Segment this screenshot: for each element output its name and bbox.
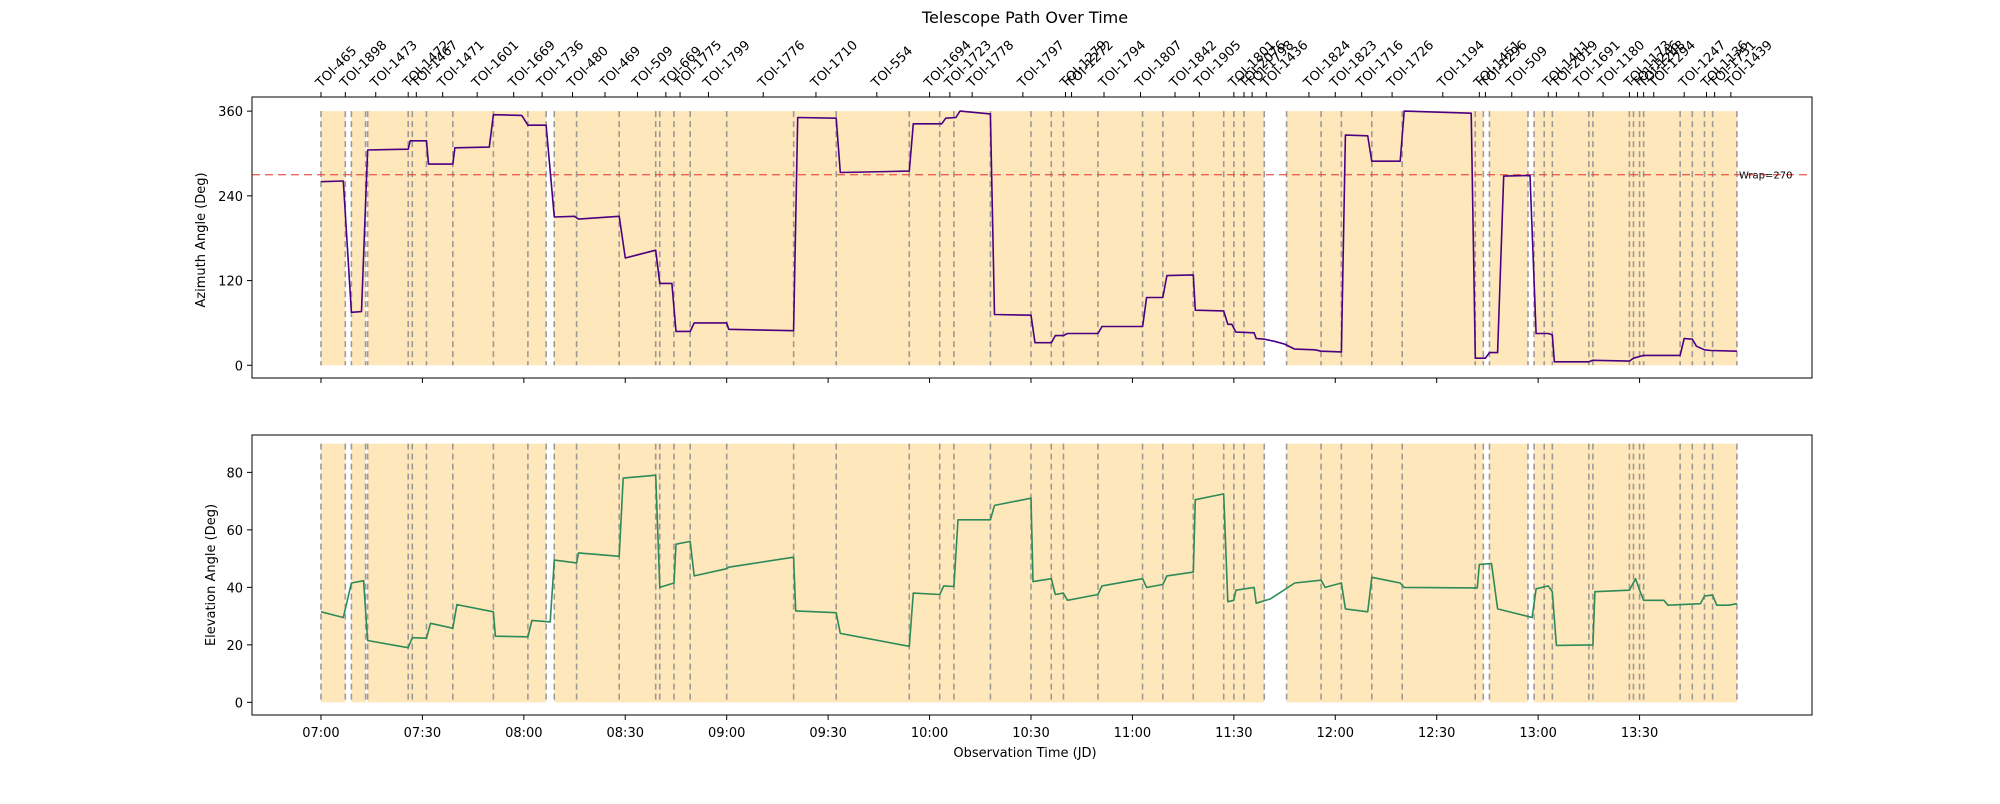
elevation-series-line bbox=[320, 474, 1738, 649]
elevation-window-0 bbox=[320, 443, 346, 703]
target-label: TOI-1776 bbox=[755, 38, 809, 92]
azimuth-axes-frame bbox=[251, 96, 1813, 379]
elevation-ytick-label: 40 bbox=[226, 581, 243, 596]
elevation-ytick-label: 80 bbox=[226, 466, 243, 481]
azimuth-ytick-label: 120 bbox=[218, 275, 243, 290]
elevation-window-1 bbox=[351, 443, 366, 703]
azimuth-window-2 bbox=[367, 111, 547, 366]
elevation-window-4 bbox=[1286, 443, 1484, 703]
azimuth-window-6 bbox=[1534, 111, 1737, 366]
x-tick-label: 13:30 bbox=[1621, 726, 1658, 741]
x-tick-label: 11:00 bbox=[1114, 726, 1151, 741]
x-tick-label: 12:30 bbox=[1418, 726, 1455, 741]
x-tick-label: 09:30 bbox=[809, 726, 846, 741]
x-tick-label: 13:00 bbox=[1519, 726, 1556, 741]
elevation-ytick-label: 20 bbox=[226, 639, 243, 654]
elevation-window-3 bbox=[554, 443, 1265, 703]
x-tick-label: 08:00 bbox=[505, 726, 542, 741]
x-tick-label: 07:30 bbox=[404, 726, 441, 741]
x-tick-label: 10:00 bbox=[911, 726, 948, 741]
elevation-ytick-label: 0 bbox=[235, 696, 243, 711]
x-tick-label: 10:30 bbox=[1012, 726, 1049, 741]
elevation-window-2 bbox=[367, 443, 547, 703]
x-tick-label: 11:30 bbox=[1215, 726, 1252, 741]
target-label: TOI-1710 bbox=[807, 38, 861, 92]
x-tick-label: 08:30 bbox=[607, 726, 644, 741]
azimuth-ytick-label: 240 bbox=[218, 190, 243, 205]
elevation-ytick-label: 60 bbox=[226, 524, 243, 539]
elevation-window-5 bbox=[1489, 443, 1528, 703]
x-axis-label: Observation Time (JD) bbox=[953, 746, 1096, 761]
x-tick-label: 12:00 bbox=[1317, 726, 1354, 741]
azimuth-series-line bbox=[320, 110, 1737, 363]
x-tick-label: 07:00 bbox=[302, 726, 339, 741]
azimuth-ytick-label: 360 bbox=[218, 105, 243, 120]
target-label: TOI-554 bbox=[868, 44, 916, 92]
chart-title: Telescope Path Over Time bbox=[921, 8, 1128, 27]
elevation-axes-frame bbox=[251, 434, 1813, 716]
azimuth-window-3 bbox=[554, 111, 1265, 366]
wrap-label: Wrap=270 bbox=[1739, 171, 1793, 182]
azimuth-ytick-label: 0 bbox=[235, 359, 243, 374]
azimuth-y-axis-label: Azimuth Angle (Deg) bbox=[194, 172, 209, 307]
x-tick-label: 09:00 bbox=[708, 726, 745, 741]
azimuth-window-4 bbox=[1286, 111, 1484, 366]
azimuth-window-5 bbox=[1489, 111, 1528, 366]
azimuth-window-0 bbox=[320, 111, 346, 366]
elevation-window-6 bbox=[1534, 443, 1737, 703]
elevation-y-axis-label: Elevation Angle (Deg) bbox=[204, 504, 219, 646]
